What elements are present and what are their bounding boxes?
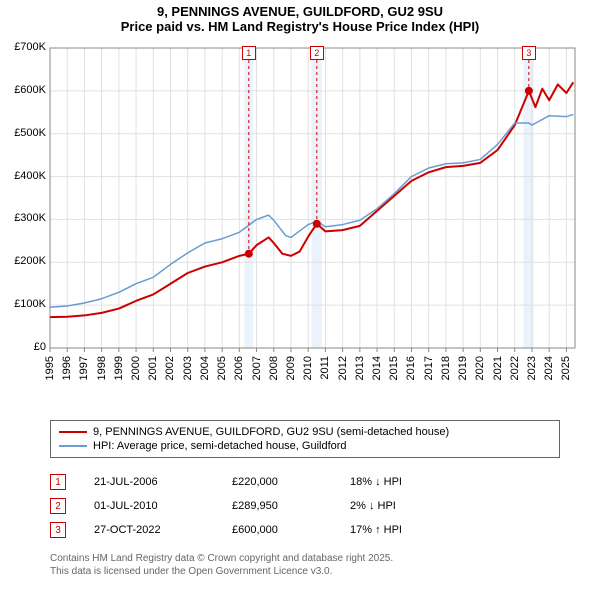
x-axis-label: 2017 [423,356,435,380]
event-marker-3: 3 [50,522,66,538]
x-axis-label: 2012 [337,356,349,380]
y-axis-label: £0 [34,341,46,353]
x-axis-label: 2020 [474,356,486,380]
x-axis-label: 2008 [268,356,280,380]
x-axis-label: 2010 [302,356,314,380]
event-row: 3 27-OCT-2022 £600,000 17% ↑ HPI [50,518,560,542]
footer-line-2: This data is licensed under the Open Gov… [50,565,560,578]
x-axis-label: 2016 [405,356,417,380]
x-axis-label: 2011 [319,356,331,380]
chart-marker-1: 1 [242,46,256,60]
x-axis-label: 1997 [78,356,90,380]
x-axis-label: 2019 [457,356,469,380]
x-axis-label: 2015 [388,356,400,380]
x-axis-label: 2023 [526,356,538,380]
legend-row: HPI: Average price, semi-detached house,… [59,439,551,453]
x-axis-label: 2024 [543,356,555,380]
x-axis-label: 2000 [130,356,142,380]
x-axis-label: 2022 [509,356,521,380]
x-axis-label: 2018 [440,356,452,380]
y-axis-label: £500K [14,127,46,139]
chart-marker-2: 2 [310,46,324,60]
event-price: £220,000 [232,476,322,488]
title-line-1: 9, PENNINGS AVENUE, GUILDFORD, GU2 9SU [0,4,600,19]
x-axis-label: 1998 [96,356,108,380]
chart-area: £0 £100K £200K £300K £400K £500K £600K £700K 199… [0,38,600,418]
footer: Contains HM Land Registry data © Crown c… [50,552,560,578]
event-row: 1 21-JUL-2006 £220,000 18% ↓ HPI [50,470,560,494]
x-axis-label: 2014 [371,356,383,380]
x-axis-label: 2025 [560,356,572,380]
event-row: 2 01-JUL-2010 £289,950 2% ↓ HPI [50,494,560,518]
legend-label: HPI: Average price, semi-detached house,… [93,440,347,452]
x-axis-label: 2005 [216,356,228,380]
x-axis-label: 2009 [285,356,297,380]
y-axis-label: £200K [14,255,46,267]
chart-title-block: 9, PENNINGS AVENUE, GUILDFORD, GU2 9SU P… [0,0,600,36]
event-diff: 18% ↓ HPI [350,476,460,488]
chart-marker-3: 3 [522,46,536,60]
x-axis-label: 1995 [44,356,56,380]
legend-swatch [59,431,87,433]
x-axis-label: 2013 [354,356,366,380]
events-table: 1 21-JUL-2006 £220,000 18% ↓ HPI 2 01-JUL-201… [50,470,560,542]
event-date: 27-OCT-2022 [94,524,204,536]
x-axis-label: 2021 [492,356,504,380]
x-axis-label: 2003 [182,356,194,380]
x-axis-label: 2004 [199,356,211,380]
y-axis-label: £600K [14,84,46,96]
x-axis-label: 2002 [164,356,176,380]
y-axis-label: £400K [14,170,46,182]
legend: 9, PENNINGS AVENUE, GUILDFORD, GU2 9SU (… [50,420,560,458]
legend-label: 9, PENNINGS AVENUE, GUILDFORD, GU2 9SU (… [93,426,449,438]
x-axis-label: 1999 [113,356,125,380]
x-axis-label: 1996 [61,356,73,380]
footer-line-1: Contains HM Land Registry data © Crown c… [50,552,560,565]
event-date: 01-JUL-2010 [94,500,204,512]
event-diff: 17% ↑ HPI [350,524,460,536]
x-axis-label: 2006 [233,356,245,380]
x-axis-label: 2007 [251,356,263,380]
x-axis-label: 2001 [147,356,159,380]
y-axis-label: £300K [14,212,46,224]
y-axis-label: £100K [14,298,46,310]
legend-row: 9, PENNINGS AVENUE, GUILDFORD, GU2 9SU (… [59,425,551,439]
legend-swatch [59,445,87,447]
event-marker-2: 2 [50,498,66,514]
y-axis-label: £700K [14,41,46,53]
event-marker-1: 1 [50,474,66,490]
event-diff: 2% ↓ HPI [350,500,460,512]
title-line-2: Price paid vs. HM Land Registry's House … [0,19,600,34]
event-date: 21-JUL-2006 [94,476,204,488]
event-price: £289,950 [232,500,322,512]
event-price: £600,000 [232,524,322,536]
